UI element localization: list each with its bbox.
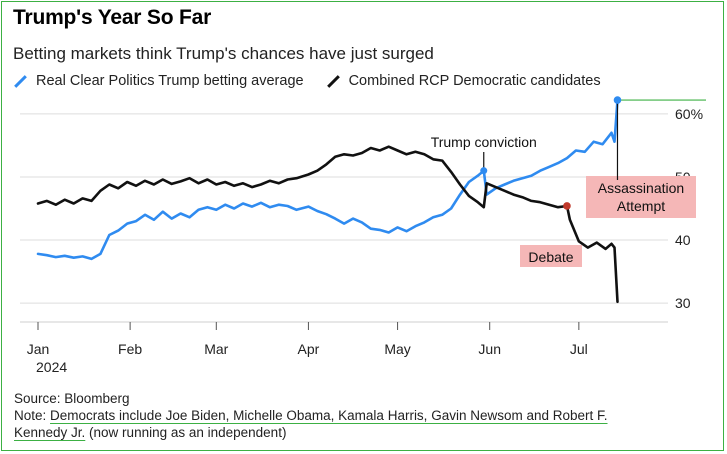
x-tick-label: Apr bbox=[298, 341, 320, 357]
legend-item-dem: Combined RCP Democratic candidates bbox=[326, 73, 601, 89]
series-line-dem bbox=[36, 145, 619, 304]
y-tick-label: 40 bbox=[675, 232, 691, 248]
legend-label-trump: Real Clear Politics Trump betting averag… bbox=[36, 73, 304, 89]
assassination-label-bg bbox=[586, 176, 696, 218]
chart-title: Trump's Year So Far bbox=[13, 6, 212, 29]
x-tick-label: Feb bbox=[118, 341, 142, 357]
assassination-label-line: Attempt bbox=[617, 198, 665, 214]
legend-label-dem: Combined RCP Democratic candidates bbox=[348, 73, 601, 89]
x-tick-label: Jul bbox=[570, 341, 588, 357]
source-text: Source: Bloomberg bbox=[14, 391, 130, 406]
y-tick-label: 30 bbox=[675, 295, 691, 311]
x-tick-label: May bbox=[384, 341, 410, 357]
debate-label: Debate bbox=[528, 249, 573, 265]
series-line-trump bbox=[36, 98, 619, 261]
conviction-marker bbox=[480, 167, 488, 175]
x-tick-label: Jan bbox=[27, 341, 50, 357]
conviction-label: Trump conviction bbox=[431, 134, 537, 150]
legend: Real Clear Politics Trump betting averag… bbox=[13, 73, 623, 89]
x-tick-label: Jun bbox=[478, 341, 501, 357]
note-prefix: Note: bbox=[14, 408, 51, 423]
assassination-label-line: Assassination bbox=[598, 180, 684, 196]
note-underlined-2: Kennedy Jr. bbox=[14, 425, 86, 440]
y-tick-label: 60% bbox=[675, 106, 703, 122]
assassination-marker bbox=[613, 96, 622, 104]
legend-item-trump: Real Clear Politics Trump betting averag… bbox=[13, 73, 304, 89]
note-underlined-1: Democrats include Joe Biden, Michelle Ob… bbox=[50, 408, 608, 423]
x-tick-label: Mar bbox=[204, 341, 228, 357]
debate-marker bbox=[563, 202, 571, 210]
chart-subtitle: Betting markets think Trump's chances ha… bbox=[13, 44, 434, 63]
debate-label-bg bbox=[520, 245, 582, 267]
note-text: Note: Democrats include Joe Biden, Miche… bbox=[14, 407, 674, 441]
x-tick-sublabel: 2024 bbox=[36, 359, 67, 375]
note-suffix: (now running as an independent) bbox=[85, 425, 287, 440]
